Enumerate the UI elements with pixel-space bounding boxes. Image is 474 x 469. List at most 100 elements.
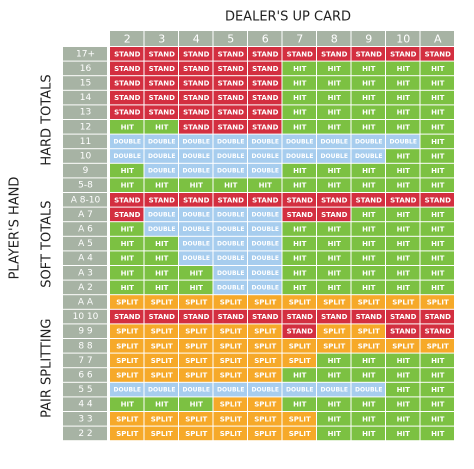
action-cell xyxy=(213,47,247,61)
action-cell xyxy=(110,324,144,338)
action-cell xyxy=(248,368,282,382)
action-cell xyxy=(213,163,247,178)
action-label: DOUBLE xyxy=(252,211,279,218)
action-label: STAND xyxy=(252,313,279,321)
action-label: SPLIT xyxy=(151,415,173,423)
action-label: SPLIT xyxy=(185,299,207,307)
action-cell xyxy=(179,295,213,309)
action-cell xyxy=(110,222,144,236)
action-label: SPLIT xyxy=(392,299,414,307)
action-label: STAND xyxy=(321,196,348,204)
action-cell xyxy=(351,76,385,90)
action-label: SPLIT xyxy=(151,430,173,438)
column-label: 9 xyxy=(365,33,372,46)
action-label: SPLIT xyxy=(185,430,207,438)
action-cell xyxy=(420,280,454,295)
action-cell xyxy=(179,324,213,338)
action-label: STAND xyxy=(218,109,245,117)
action-cell xyxy=(351,339,385,353)
action-label: HIT xyxy=(121,226,134,234)
action-cell xyxy=(248,47,282,61)
action-cell xyxy=(144,280,178,295)
action-cell xyxy=(179,207,213,222)
action-label: HIT xyxy=(431,357,444,365)
action-label: HIT xyxy=(362,255,375,263)
action-label: HIT xyxy=(328,372,341,380)
action-cell xyxy=(213,236,247,251)
action-cell xyxy=(144,266,178,280)
action-cell xyxy=(351,426,385,441)
action-label: DOUBLE xyxy=(183,387,210,394)
action-label: SPLIT xyxy=(254,299,276,307)
action-cell xyxy=(420,368,454,382)
action-cell xyxy=(179,178,213,192)
action-label: HIT xyxy=(293,109,306,117)
action-label: HIT xyxy=(224,182,237,190)
hand-label: 3 3 xyxy=(78,414,92,424)
action-cell xyxy=(213,295,247,309)
action-cell xyxy=(110,295,144,309)
action-cell xyxy=(317,134,351,149)
hand-label: 10 10 xyxy=(73,312,99,322)
hand-cell xyxy=(63,339,107,353)
action-label: STAND xyxy=(321,50,348,58)
action-cell xyxy=(213,309,247,324)
action-label: SPLIT xyxy=(116,299,138,307)
action-label: DOUBLE xyxy=(321,153,348,160)
action-cell xyxy=(213,339,247,353)
action-cell xyxy=(317,149,351,163)
action-label: HIT xyxy=(431,65,444,73)
action-cell xyxy=(179,105,213,119)
action-cell xyxy=(110,382,144,397)
action-label: SPLIT xyxy=(151,372,173,380)
action-cell xyxy=(110,193,144,207)
action-cell xyxy=(351,280,385,295)
action-cell xyxy=(351,222,385,236)
action-label: STAND xyxy=(356,50,383,58)
action-label: HIT xyxy=(328,80,341,88)
action-label: STAND xyxy=(114,65,141,73)
action-label: HIT xyxy=(431,138,444,146)
action-cell xyxy=(282,120,316,134)
action-cell xyxy=(282,397,316,411)
action-label: DOUBLE xyxy=(217,226,244,233)
action-label: HIT xyxy=(121,255,134,263)
action-label: DOUBLE xyxy=(252,241,279,248)
action-label: HIT xyxy=(362,430,375,438)
action-label: STAND xyxy=(149,80,176,88)
action-cell xyxy=(248,295,282,309)
action-label: SPLIT xyxy=(185,415,207,423)
action-label: HIT xyxy=(397,153,410,161)
action-label: SPLIT xyxy=(151,299,173,307)
action-label: HIT xyxy=(362,226,375,234)
action-cell xyxy=(213,266,247,280)
action-cell xyxy=(282,105,316,119)
action-cell xyxy=(386,353,420,368)
action-label: HIT xyxy=(328,255,341,263)
action-cell xyxy=(386,76,420,90)
action-label: HIT xyxy=(293,269,306,277)
action-label: HIT xyxy=(155,123,168,131)
action-label: HIT xyxy=(397,182,410,190)
action-label: HIT xyxy=(190,284,203,292)
action-cell xyxy=(351,353,385,368)
action-cell xyxy=(317,324,351,338)
action-label: STAND xyxy=(390,196,417,204)
action-label: HIT xyxy=(362,415,375,423)
action-cell xyxy=(386,412,420,426)
action-cell xyxy=(317,105,351,119)
action-label: STAND xyxy=(183,109,210,117)
column-label: A xyxy=(434,33,442,46)
hand-label: 12 xyxy=(80,122,91,132)
action-cell xyxy=(248,339,282,353)
action-label: HIT xyxy=(293,372,306,380)
action-label: HIT xyxy=(397,80,410,88)
action-label: HIT xyxy=(397,401,410,409)
action-cell xyxy=(282,339,316,353)
action-label: HIT xyxy=(328,123,341,131)
action-cell xyxy=(248,251,282,265)
action-cell xyxy=(179,382,213,397)
section-label: SOFT TOTALS xyxy=(40,200,55,287)
action-label: HIT xyxy=(328,167,341,175)
